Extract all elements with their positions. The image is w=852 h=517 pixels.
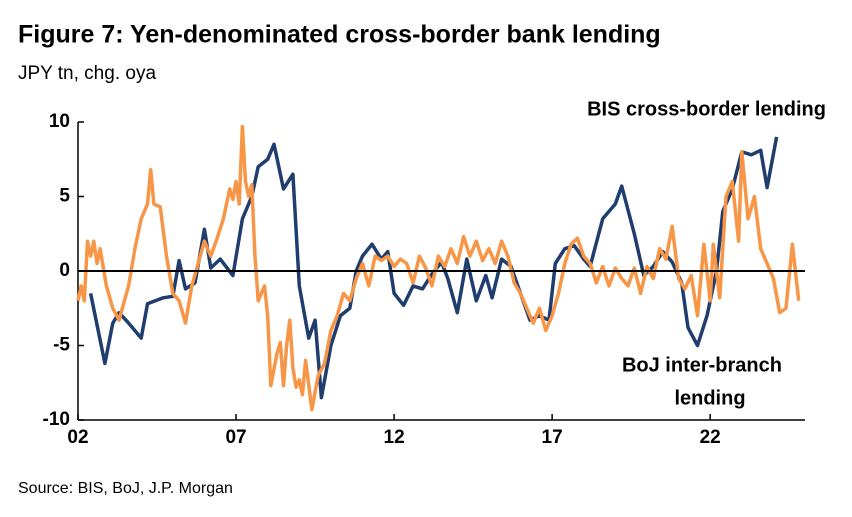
y-tick-label: 0 (59, 260, 70, 281)
annotation: lending (674, 387, 745, 409)
y-tick-label: -10 (43, 409, 70, 430)
x-tick-label: 12 (384, 427, 405, 448)
source-note: Source: BIS, BoJ, J.P. Morgan (18, 480, 233, 497)
y-tick-label: 5 (59, 186, 70, 207)
chart-title: Figure 7: Yen-denominated cross-border b… (18, 21, 661, 49)
y-tick-label: -5 (53, 335, 70, 356)
y-tick-label: 10 (49, 111, 70, 132)
annotation: BIS cross-border lending (587, 98, 826, 120)
x-tick-label: 22 (700, 427, 721, 448)
series-line (76, 124, 801, 412)
chart-subtitle: JPY tn, chg. oya (18, 63, 156, 84)
x-tick-label: 17 (542, 427, 563, 448)
x-tick-label: 02 (67, 427, 88, 448)
x-tick-label: 07 (225, 427, 246, 448)
annotation: BoJ inter-branch (622, 354, 782, 376)
